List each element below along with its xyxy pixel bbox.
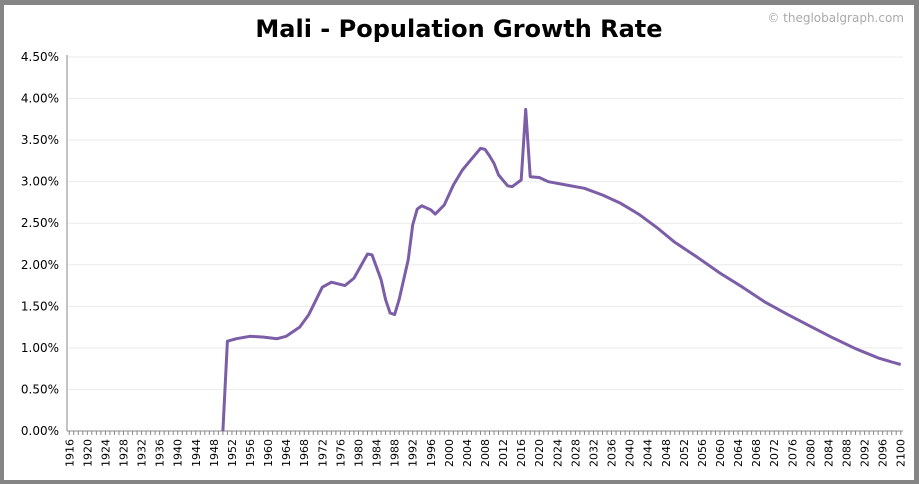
x-tick-label: 1944 xyxy=(190,439,203,467)
chart-title: Mali - Population Growth Rate xyxy=(255,15,663,43)
x-tick-label: 1992 xyxy=(407,439,420,467)
x-tick-label: 1964 xyxy=(280,439,293,467)
y-tick-label: 0.50% xyxy=(21,382,59,396)
x-tick-label: 2032 xyxy=(587,439,600,467)
x-tick-label: 1936 xyxy=(154,439,167,467)
x-tick-label: 1988 xyxy=(389,439,402,467)
x-tick-label: 1928 xyxy=(117,439,130,467)
series-line xyxy=(221,107,902,432)
x-tick-label: 2092 xyxy=(859,439,872,467)
x-tick-label: 1984 xyxy=(371,439,384,467)
x-tick-label: 2048 xyxy=(660,439,673,467)
x-tick-label: 1956 xyxy=(244,439,257,467)
x-tick-label: 2068 xyxy=(750,439,763,467)
y-tick-label: 4.00% xyxy=(21,92,59,106)
x-tick-label: 1920 xyxy=(81,439,94,467)
x-tick-label: 2040 xyxy=(624,439,637,467)
x-tick-label: 1960 xyxy=(262,439,275,467)
x-tick-label: 1948 xyxy=(208,439,221,467)
x-tick-label: 1972 xyxy=(316,439,329,467)
x-tick-label: 2036 xyxy=(606,439,619,467)
x-tick-label: 1940 xyxy=(172,439,185,467)
x-tick-label: 2024 xyxy=(551,439,564,467)
watermark: © theglobalgraph.com xyxy=(767,11,904,25)
x-tick-label: 2084 xyxy=(822,439,835,467)
x-tick-label: 2072 xyxy=(768,439,781,467)
x-tick-label: 2004 xyxy=(461,439,474,467)
x-tick-label: 2000 xyxy=(443,439,456,467)
y-tick-label: 3.50% xyxy=(21,133,59,147)
x-tick-label: 2080 xyxy=(804,439,817,467)
y-tick-label: 0.00% xyxy=(21,424,59,438)
x-tick-label: 2064 xyxy=(732,439,745,467)
x-tick-label: 1952 xyxy=(226,439,239,467)
y-tick-label: 1.50% xyxy=(21,299,59,313)
x-tick-label: 2088 xyxy=(841,439,854,467)
y-tick-label: 3.00% xyxy=(21,175,59,189)
x-tick-label: 1968 xyxy=(298,439,311,467)
x-tick-label: 2012 xyxy=(497,439,510,467)
y-tick-label: 2.50% xyxy=(21,216,59,230)
x-tick-label: 2008 xyxy=(479,439,492,467)
x-tick-label: 1916 xyxy=(63,439,76,467)
x-tick-label: 2060 xyxy=(714,439,727,467)
y-tick-label: 4.50% xyxy=(21,50,59,64)
x-tick-label: 2020 xyxy=(533,439,546,467)
x-tick-label: 1976 xyxy=(334,439,347,467)
y-tick-label: 1.00% xyxy=(21,341,59,355)
y-tick-label: 2.00% xyxy=(21,258,59,272)
x-tick-label: 1996 xyxy=(425,439,438,467)
x-tick-label: 2044 xyxy=(642,439,655,467)
x-tick-label: 2100 xyxy=(895,439,908,467)
x-tick-label: 2096 xyxy=(877,439,890,467)
x-tick-label: 1932 xyxy=(136,439,149,467)
x-tick-label: 1924 xyxy=(99,439,112,467)
x-tick-label: 1980 xyxy=(352,439,365,467)
x-tick-label: 2076 xyxy=(786,439,799,467)
x-tick-label: 2028 xyxy=(569,439,582,467)
x-tick-label: 2052 xyxy=(678,439,691,467)
x-tick-label: 2016 xyxy=(515,439,528,467)
x-tick-label: 2056 xyxy=(696,439,709,467)
